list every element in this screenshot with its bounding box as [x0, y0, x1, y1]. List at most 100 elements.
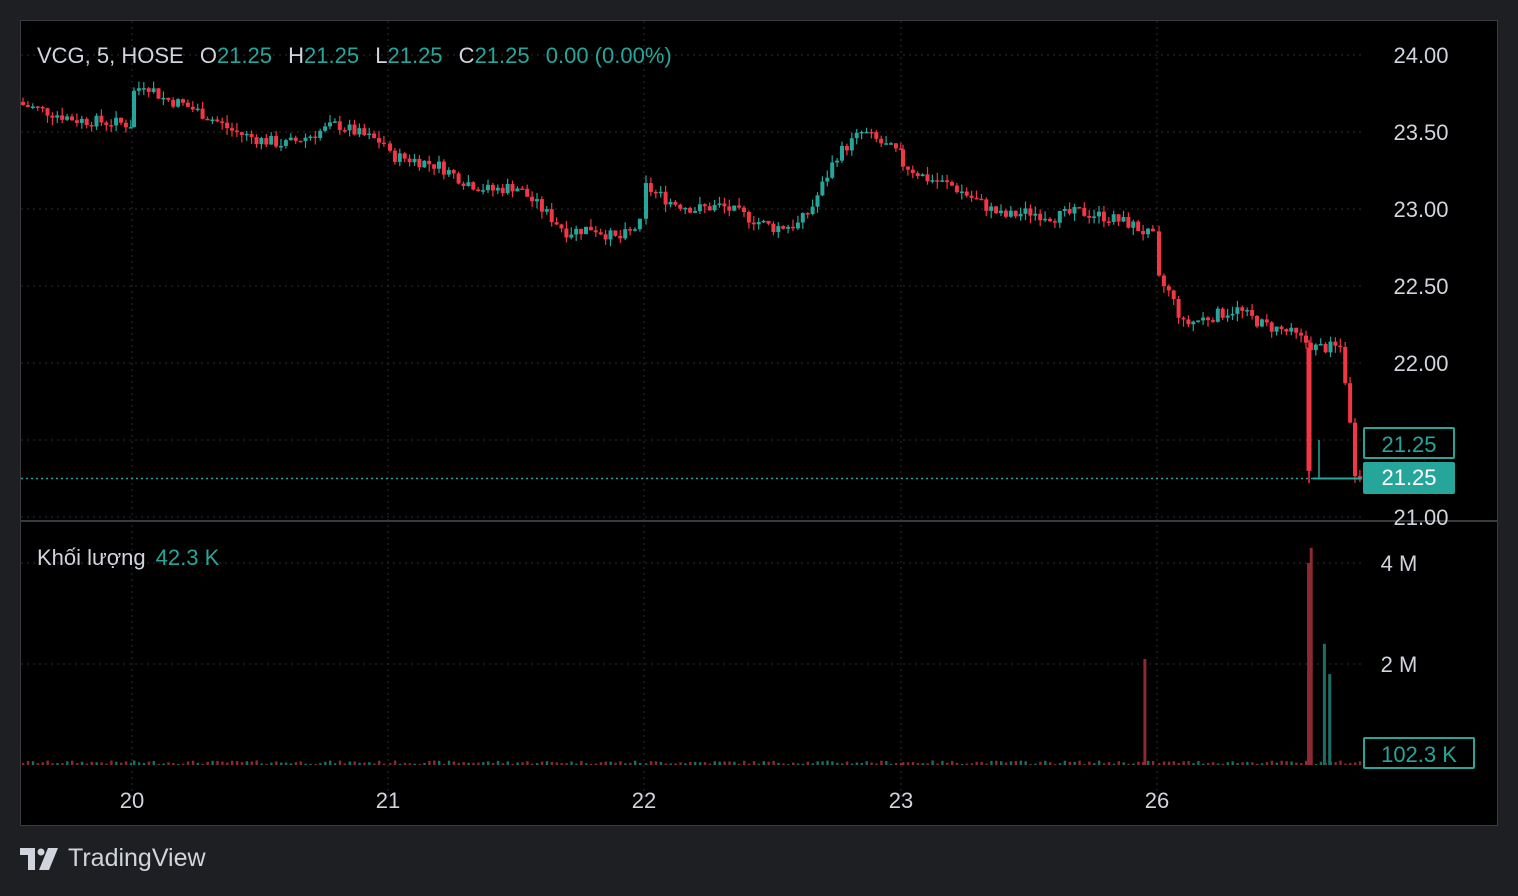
volume-bar	[836, 762, 839, 765]
candle-body	[1057, 211, 1062, 223]
candle-body	[30, 106, 35, 108]
volume-bar	[216, 760, 219, 765]
volume-bar	[1314, 763, 1318, 765]
candle-body	[109, 125, 114, 127]
volume-bar	[250, 761, 253, 765]
volume-bar	[638, 762, 642, 765]
candle-body	[456, 173, 461, 184]
volume-bar	[1251, 762, 1254, 765]
volume-bar	[619, 761, 622, 765]
candle-body	[653, 191, 658, 194]
candle-body	[1131, 221, 1136, 228]
volume-bar	[358, 762, 361, 765]
volume-bar	[890, 763, 893, 765]
candle-body	[1299, 332, 1304, 336]
candle-body	[869, 131, 874, 134]
volume-bar	[885, 761, 888, 765]
volume-bar	[129, 762, 133, 765]
candle-body	[264, 137, 269, 145]
candle-body	[132, 90, 136, 128]
volume-bar	[46, 760, 49, 765]
candle-body	[994, 206, 999, 214]
volume-bar	[240, 762, 244, 765]
volume-bar	[472, 762, 475, 765]
volume-bar	[860, 762, 863, 765]
volume-bar	[796, 763, 800, 765]
candle-body	[1161, 275, 1166, 287]
volume-bar	[1339, 760, 1342, 765]
candle-body	[1215, 308, 1220, 322]
candle-body	[1348, 383, 1353, 423]
volume-bar	[280, 762, 283, 765]
candle-body	[367, 133, 372, 136]
close-label: C	[458, 43, 475, 68]
price-tick-label: 21.00	[1393, 505, 1448, 530]
volume-bar	[284, 762, 288, 765]
volume-bar	[826, 760, 829, 765]
candle-body	[288, 137, 293, 141]
tradingview-brand[interactable]: TradingView	[20, 844, 206, 873]
candle-body	[737, 205, 742, 208]
chart-frame[interactable]: 24.00 23.50 23.00 22.50 22.00 21.00 4 M 2 M 20…	[20, 20, 1498, 826]
candle-body	[1225, 315, 1230, 318]
candle-body	[874, 132, 879, 139]
change-value: 0.00 (0.00%)	[545, 43, 672, 68]
candle-body	[1353, 422, 1357, 477]
chart-canvas[interactable]: 24.00 23.50 23.00 22.50 22.00 21.00 4 M 2 M 20…	[21, 21, 1498, 826]
volume-bar	[226, 762, 229, 765]
candle-body	[481, 190, 486, 192]
candle-body	[490, 184, 495, 191]
volume-bar	[438, 760, 441, 765]
candle-body	[505, 183, 510, 194]
candle-body	[1003, 210, 1008, 217]
volume-bar	[1063, 760, 1067, 765]
volume-bar	[865, 761, 868, 765]
candle-body	[920, 174, 925, 177]
candle-body	[1097, 211, 1101, 217]
candle-body	[1072, 207, 1077, 214]
candle-body	[678, 204, 683, 209]
candle-body	[959, 191, 964, 194]
volume-bar	[501, 763, 505, 765]
candle-body	[945, 180, 950, 183]
volume-bar	[137, 762, 141, 765]
volume-bar	[733, 761, 736, 765]
volume-bar	[447, 760, 451, 765]
volume-bar	[911, 762, 915, 765]
candle-body	[781, 226, 786, 229]
candle-body	[722, 203, 727, 207]
volume-bar	[1236, 763, 1239, 765]
volume-bar	[1358, 761, 1362, 765]
candle-body	[123, 122, 128, 128]
volume-bar	[186, 761, 190, 765]
volume-label[interactable]: Khối lượng	[37, 545, 146, 570]
candle-body	[388, 143, 392, 151]
volume-bar	[1182, 761, 1185, 765]
volume-bar	[955, 762, 959, 765]
candle-body	[820, 181, 825, 196]
candle-body	[510, 183, 515, 192]
candle-body	[471, 182, 476, 190]
volume-bar	[1167, 761, 1171, 765]
volume-bar	[231, 760, 234, 765]
volume-bar	[491, 763, 495, 765]
candle-body	[1328, 341, 1333, 353]
volume-bar	[946, 762, 949, 765]
candle-body	[1126, 217, 1131, 228]
candle-body	[969, 195, 974, 198]
volume-bar	[850, 763, 854, 765]
candle-body	[1018, 213, 1023, 217]
volume-bar	[304, 763, 307, 765]
volume-bar	[442, 763, 446, 765]
volume-bar	[990, 760, 993, 765]
candle-body	[608, 230, 613, 240]
symbol-label[interactable]: VCG, 5, HOSE	[37, 43, 184, 68]
volume-bar	[467, 762, 470, 765]
volume-bar	[338, 760, 342, 765]
candle-body	[1146, 228, 1150, 235]
volume-bar	[703, 762, 707, 765]
volume-bar	[90, 761, 93, 765]
volume-bar	[1211, 762, 1215, 765]
volume-bar	[1098, 760, 1101, 765]
candle-body	[156, 88, 161, 99]
